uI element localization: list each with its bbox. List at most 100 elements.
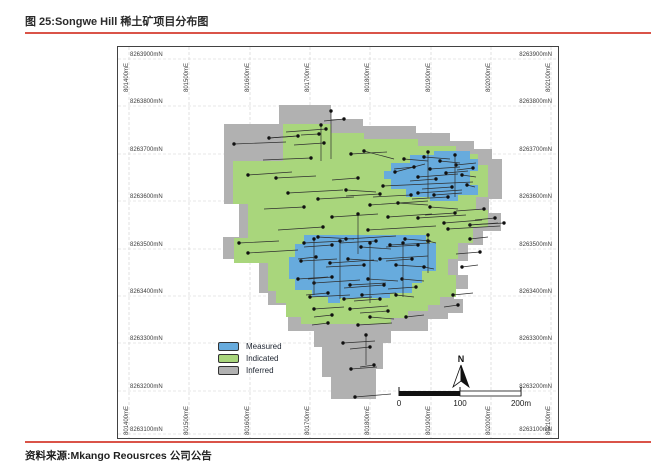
drill-collar	[410, 257, 414, 261]
northing-label-left: 8263500mN	[130, 242, 163, 248]
drill-trace	[354, 393, 392, 398]
drill-collar	[402, 157, 406, 161]
easting-label-top: 801600mE	[245, 63, 251, 92]
drill-trace	[452, 292, 474, 296]
drill-collar	[414, 285, 418, 289]
drill-trace	[367, 278, 399, 282]
drill-trace	[331, 213, 379, 218]
drill-trace	[387, 213, 433, 218]
drill-collar	[401, 241, 405, 245]
drill-trace	[300, 258, 338, 262]
drill-collar	[416, 243, 420, 247]
drill-trace	[345, 193, 381, 197]
drill-holes	[232, 109, 506, 399]
drill-trace	[331, 177, 359, 181]
legend-item-measured: Measured	[218, 341, 282, 351]
drill-trace	[372, 194, 412, 198]
drill-collar	[366, 277, 370, 281]
drill-trace	[313, 279, 361, 284]
northing-label-right: 8263500mN	[519, 242, 552, 248]
drill-trace	[443, 304, 459, 308]
drill-trace	[461, 264, 479, 268]
drill-collar	[246, 251, 250, 255]
drill-collar	[330, 313, 334, 317]
drill-trace	[385, 258, 413, 262]
drill-trace	[401, 278, 425, 282]
drill-trace	[325, 264, 365, 268]
drill-trace	[343, 284, 385, 289]
drill-trace	[445, 170, 469, 174]
northing-label-left: 8263700mN	[130, 147, 163, 153]
drill-trace	[353, 298, 381, 302]
drill-trace	[345, 189, 377, 193]
drill-collar	[326, 291, 330, 295]
drill-trace	[405, 314, 425, 318]
drill-collar	[356, 323, 360, 327]
drill-collar	[453, 153, 457, 157]
drill-trace	[429, 206, 459, 210]
drill-collar	[308, 295, 312, 299]
drill-collar	[342, 117, 346, 121]
inferred-swatch	[218, 365, 239, 375]
drill-trace	[238, 240, 280, 244]
easting-label-top: 802100mE	[546, 63, 552, 92]
drill-collar	[422, 155, 426, 159]
drill-trace	[233, 141, 287, 145]
drill-collar	[341, 341, 345, 345]
drill-collar	[344, 188, 348, 192]
drill-trace	[455, 251, 481, 255]
drill-collar	[422, 265, 426, 269]
drill-collar	[446, 227, 450, 231]
north-label: N	[458, 354, 465, 364]
drill-collar	[342, 297, 346, 301]
drill-trace	[455, 208, 485, 212]
drill-trace	[275, 175, 317, 179]
map-figure: 801400mE 801400mE 801500mE 801500mE 801600mE…	[117, 46, 559, 439]
drill-trace	[311, 322, 329, 326]
drill-trace	[247, 171, 293, 176]
drill-collar	[388, 243, 392, 247]
drill-trace	[349, 305, 389, 310]
northing-label-right: 8263900mN	[519, 52, 552, 58]
drill-collar	[396, 201, 400, 205]
northing-label-left: 8263200mN	[130, 384, 163, 390]
drill-trace	[293, 142, 325, 146]
northing-label-right: 8263700mN	[519, 147, 552, 153]
drill-trace	[349, 282, 387, 286]
measured-swatch	[218, 341, 239, 351]
drill-collar	[478, 250, 482, 254]
drill-collar	[394, 263, 398, 267]
drill-trace	[393, 166, 415, 170]
drill-trace	[369, 316, 395, 320]
drill-trace	[456, 167, 474, 171]
drill-trace	[409, 178, 437, 182]
drill-collar	[446, 195, 450, 199]
drill-collar	[360, 293, 364, 297]
drill-collar	[324, 127, 328, 131]
drill-collar	[356, 212, 360, 216]
legend-label: Measured	[246, 341, 282, 351]
drill-collar	[426, 233, 430, 237]
drill-collar	[368, 345, 372, 349]
drill-trace	[379, 255, 429, 260]
drill-trace	[357, 322, 393, 326]
drill-trace	[417, 173, 459, 178]
drill-trace	[297, 276, 329, 280]
drill-collar	[326, 321, 330, 325]
drill-collar	[348, 307, 352, 311]
drill-collar	[468, 237, 472, 241]
drill-collar	[314, 255, 318, 259]
drill-collar	[460, 173, 464, 177]
drill-collar	[346, 257, 350, 261]
drill-trace	[361, 292, 397, 296]
drill-trace	[389, 242, 431, 246]
drill-collar	[302, 241, 306, 245]
drill-collar	[267, 136, 271, 140]
legend-label: Indicated	[246, 353, 279, 363]
drill-collar	[451, 293, 455, 297]
drill-collar	[465, 183, 469, 187]
easting-label-top: 801700mE	[305, 63, 311, 92]
drill-trace	[247, 249, 299, 254]
drill-trace	[350, 366, 378, 370]
